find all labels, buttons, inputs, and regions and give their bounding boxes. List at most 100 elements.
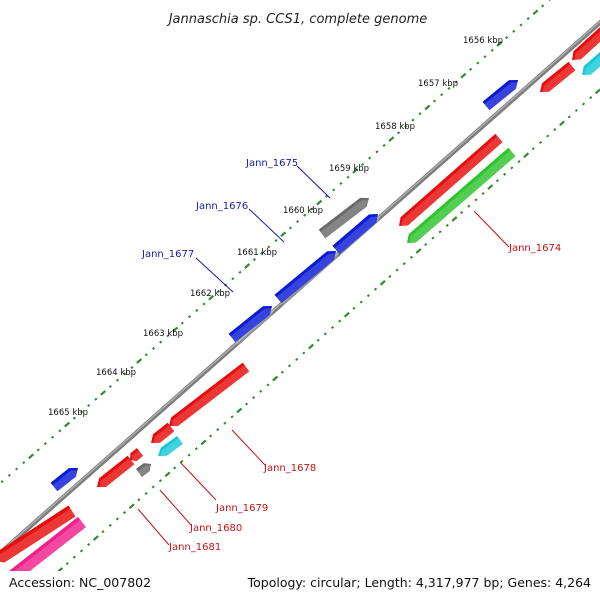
gene-jann-1675-b[interactable] [332,214,380,257]
scale-tick [538,140,543,144]
scale-tick-label: 1656 kbp [463,36,503,46]
scale-tick [388,136,395,142]
scale-tick [208,294,215,301]
scale-tick [510,166,514,170]
forward-gene-labels: Jann_1675 Jann_1676 Jann_1677 [141,158,298,260]
scale-tick [128,503,135,510]
scale-tick [202,302,206,306]
gene-green-1674[interactable] [407,147,518,246]
gene-red-small[interactable] [151,422,177,446]
gene-jann-1681-a[interactable] [97,455,137,490]
gene-jann-1680[interactable] [136,463,153,480]
scale-tick [115,517,119,521]
scale-tick [382,143,386,147]
scale-tick [440,93,444,97]
scale-tick [101,530,105,534]
scale-tick [474,198,478,202]
scale-tick [445,223,449,227]
leader-jann-1677 [195,257,234,293]
gene-blue-1665kbp[interactable] [50,468,80,494]
gene-jann-1677[interactable] [228,306,274,345]
scale-tick [92,535,99,541]
scale-tick [316,199,323,206]
scale-tick [79,410,84,414]
gene-jann-1681-b[interactable] [130,448,145,464]
leader-jann-1681 [137,508,170,546]
scale-tick [359,300,363,304]
scale-tick [308,343,314,350]
scale-tick [338,319,342,323]
scale-tick [589,96,593,100]
scale-tick [252,258,256,262]
scale-tick [272,375,279,382]
scale-tick [505,36,509,40]
scale-tick [339,181,343,186]
scale-tick [366,294,370,298]
gene-pink-1666kbp[interactable] [8,516,89,584]
scale-tick [483,55,487,59]
scale-tick [123,372,127,376]
scale-tick [259,389,263,393]
scale-tick-label: 1660 kbp [283,206,323,216]
scale-tick [396,131,401,135]
leader-jann-1678 [231,429,266,466]
accession-text: Accession: NC_007802 [9,575,151,590]
gene-label-jann-1681[interactable]: Jann_1681 [168,542,221,553]
gene-jann-1674[interactable] [399,133,505,229]
scale-tick [432,99,437,103]
gene-cyan-1655kbp[interactable] [582,51,600,78]
gene-label-jann-1679[interactable]: Jann_1679 [215,503,268,514]
scale-tick [244,263,251,269]
scale-tick [100,390,107,396]
map-title: Jannaschia sp. CCS1, complete genome [166,12,428,27]
scale-tick [546,134,550,138]
scale-tick [373,287,378,291]
scale-tick [194,447,198,451]
gene-label-jann-1674[interactable]: Jann_1674 [508,243,561,254]
scale-tick [395,268,399,272]
scale-tick [164,471,171,478]
scale-tick [72,416,76,420]
scale-tick [303,213,307,217]
gene-jann-1676[interactable] [274,251,338,306]
scale-tick [523,152,530,159]
scale-tick [302,351,306,355]
scale-tick [180,321,184,325]
scale-tick [360,162,365,167]
scale-tick [266,383,270,387]
scale-tick [94,397,98,401]
gene-red-1655kbp[interactable] [572,26,600,63]
gene-label-jann-1680[interactable]: Jann_1680 [189,523,242,534]
scale-tick [252,396,256,400]
scale-tick [415,248,422,254]
footer-left-panel [4,571,154,593]
scale-tick [180,459,184,464]
gene-red-1656kbp[interactable] [540,61,578,95]
scale-tick [187,453,191,457]
leader-jann-1679 [179,461,217,501]
scale-tick [460,211,464,215]
scale-tick [280,370,284,374]
scale-tick [310,207,314,211]
gene-jann-1678[interactable] [169,362,252,429]
gene-label-jann-1676[interactable]: Jann_1676 [195,201,248,212]
scale-tick [79,549,84,553]
scale-tick [295,357,299,361]
gene-label-jann-1677[interactable]: Jann_1677 [141,249,194,260]
scale-tick [541,4,545,8]
gene-blue-1656kbp[interactable] [482,80,520,113]
scale-tick [236,407,243,414]
scale-tick [28,453,35,460]
scale-tick [559,120,565,127]
scale-tick-label: 1659 kbp [329,164,369,174]
gene-red-1666kbp[interactable] [0,505,78,566]
gene-jann-1675[interactable] [318,197,371,241]
scale-tick [567,115,571,119]
gene-label-jann-1675[interactable]: Jann_1675 [245,158,298,169]
scale-tick [0,480,4,484]
scale-tick [195,308,199,312]
scale-tick [531,147,535,151]
gene-jann-1679[interactable] [158,436,185,459]
gene-label-jann-1678[interactable]: Jann_1678 [263,463,316,474]
